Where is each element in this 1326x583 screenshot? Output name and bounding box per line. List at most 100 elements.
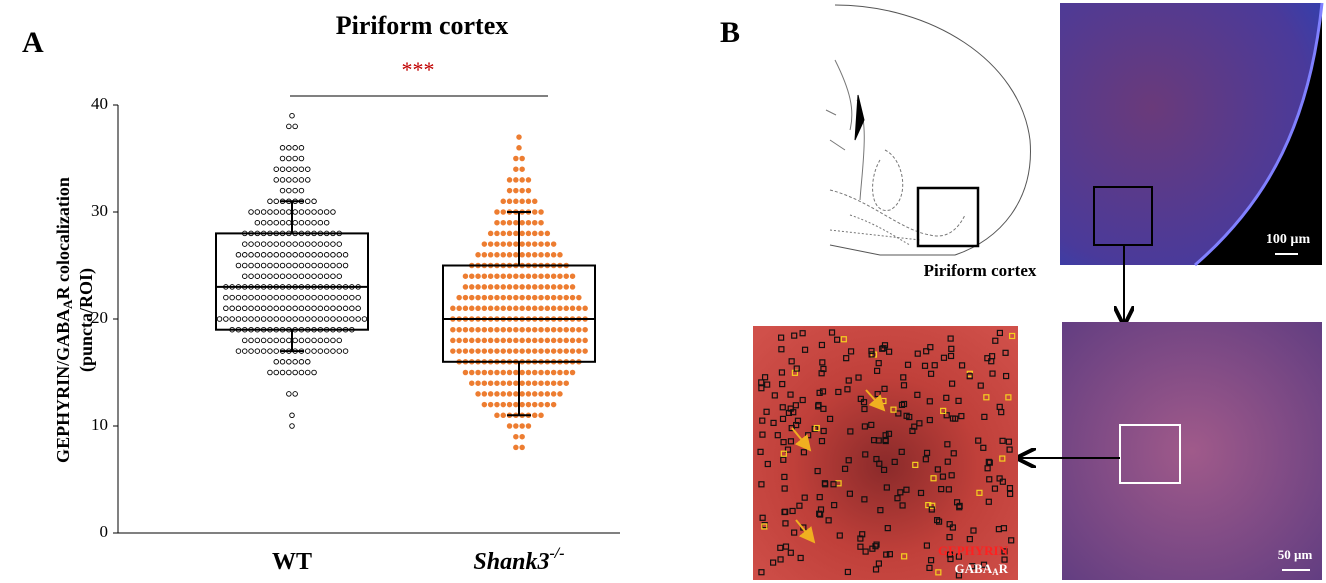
punctum — [872, 566, 880, 573]
punctum — [966, 373, 973, 380]
tissue-edge — [1194, 2, 1324, 267]
data-point — [248, 209, 254, 215]
data-point — [336, 294, 343, 301]
data-point — [248, 316, 254, 322]
data-point — [506, 198, 513, 205]
data-point — [456, 348, 462, 354]
punctum — [986, 459, 993, 466]
marker-sub: A — [992, 567, 999, 577]
punctum — [996, 329, 1003, 337]
data-point — [506, 284, 513, 290]
data-point — [538, 305, 544, 312]
data-point — [506, 305, 513, 312]
data-point — [241, 252, 248, 258]
data-point — [267, 198, 273, 205]
punctum — [935, 518, 943, 525]
data-point — [525, 391, 532, 397]
data-point — [317, 348, 324, 354]
punctum — [869, 545, 876, 552]
data-point — [557, 294, 563, 301]
data-point — [576, 294, 582, 301]
punctum — [789, 507, 796, 515]
chart-title: Piriform cortex — [336, 11, 509, 40]
data-point — [260, 294, 267, 301]
plot: 0 10 20 30 40 WT Shank3-/- — [91, 94, 620, 575]
scale-label: 100 µm — [1266, 232, 1311, 247]
data-point — [267, 252, 273, 258]
data-point — [494, 219, 500, 226]
punctum — [764, 381, 771, 388]
data-point — [292, 337, 298, 344]
data-point — [267, 219, 273, 226]
data-point — [513, 166, 519, 172]
punctum — [947, 335, 954, 342]
data-point — [550, 369, 557, 376]
punctum — [780, 439, 787, 446]
data-point — [349, 305, 355, 312]
data-point — [260, 316, 267, 322]
data-point — [538, 230, 544, 237]
data-point — [305, 209, 311, 215]
punctum — [881, 385, 888, 392]
data-point — [506, 273, 513, 279]
data-point — [532, 252, 538, 258]
data-point — [317, 273, 324, 279]
x-tick-label: WT — [272, 549, 312, 575]
data-point — [557, 369, 563, 376]
data-point — [569, 348, 576, 354]
data-point — [538, 252, 544, 258]
punctum — [868, 421, 875, 429]
data-point — [544, 348, 551, 354]
data-point — [569, 294, 576, 301]
punctum — [955, 572, 963, 579]
data-point — [260, 209, 267, 215]
data-point — [506, 219, 513, 226]
data-point — [248, 252, 254, 258]
punctum — [822, 481, 829, 488]
punctum — [949, 380, 956, 387]
data-point — [544, 230, 551, 237]
data-point — [481, 284, 488, 290]
data-point — [475, 294, 481, 301]
data-point — [311, 273, 317, 279]
punctum — [956, 504, 963, 511]
punctum — [1006, 446, 1013, 453]
punctum — [922, 456, 929, 463]
data-point — [305, 294, 311, 301]
punctum — [781, 473, 788, 481]
data-point — [342, 348, 349, 354]
data-point — [519, 380, 525, 386]
punctum — [980, 561, 988, 568]
punctum — [780, 450, 787, 457]
data-point — [487, 337, 494, 344]
data-point — [273, 262, 280, 269]
y-tick-label: 10 — [91, 415, 108, 434]
data-point — [223, 316, 229, 322]
data-point — [513, 230, 519, 237]
data-point — [519, 433, 525, 440]
punctum — [911, 423, 918, 430]
punctum — [882, 432, 889, 439]
data-point — [544, 337, 551, 344]
data-point — [292, 369, 298, 376]
punctum — [787, 549, 794, 556]
data-point — [311, 305, 317, 312]
data-point — [298, 209, 305, 215]
punctum — [916, 420, 923, 427]
data-point — [298, 369, 305, 376]
data-point — [336, 316, 343, 322]
data-point — [513, 369, 519, 376]
data-point — [550, 348, 557, 354]
data-point — [292, 359, 298, 365]
data-point — [532, 230, 538, 237]
data-point — [481, 369, 488, 376]
data-point — [305, 177, 311, 183]
data-point — [500, 252, 507, 258]
data-point — [235, 305, 242, 312]
data-point — [563, 284, 570, 290]
punctum — [969, 563, 976, 570]
data-point — [544, 273, 551, 279]
punctum — [818, 370, 825, 377]
punctum — [883, 484, 890, 491]
